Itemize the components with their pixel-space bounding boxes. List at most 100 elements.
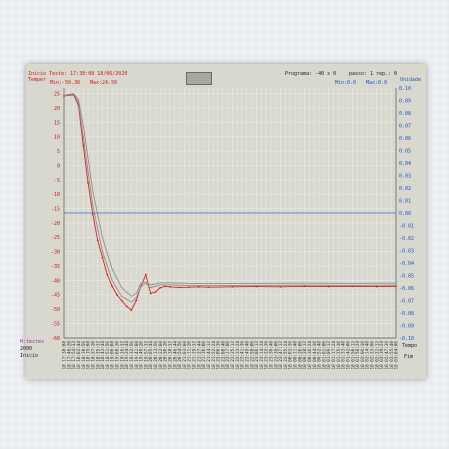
x-tick-label: 18 23:22:36 — [264, 341, 270, 370]
y-right-tick-label: 0.06 — [399, 136, 411, 142]
y-left-tick-label: 0 — [57, 163, 60, 169]
x-tick-label: 18 19:08:20 — [115, 341, 121, 370]
x-tick-label: 18 02:14:48 — [365, 341, 371, 370]
x-tick-label: 18 22:17:00 — [225, 341, 231, 370]
x-tick-label: 18 21:44:12 — [206, 341, 212, 370]
x-tick-label: 18 00:44:36 — [312, 341, 318, 370]
x-tick-label: 18 20:38:32 — [167, 341, 173, 370]
y-left-tick-label: -30 — [51, 250, 60, 256]
x-tick-label: 18 19:32:56 — [129, 341, 135, 370]
x-tick-label: 18 23:14:24 — [259, 341, 265, 370]
left-axis-title: Temper — [28, 77, 47, 83]
x-tick-label: 18 00:20:00 — [297, 341, 303, 370]
data-point — [375, 285, 378, 288]
x-tick-label: 18 19:24:44 — [124, 341, 130, 370]
y-right-tick-label: -0.05 — [399, 273, 414, 279]
y-left-tick-label: 10 — [54, 135, 60, 141]
test-start-label: Inicio Teste: 17:38:08 18/06/2020 — [28, 71, 128, 77]
x-tick-label: 18 03:04:00 — [394, 341, 400, 370]
data-point — [303, 285, 306, 288]
x-tick-label: 18 22:33:24 — [235, 341, 241, 370]
x-tick-label: 18 23:30:48 — [268, 341, 274, 370]
end-label: Fim — [404, 354, 414, 360]
x-tick-label: 18 01:33:48 — [341, 341, 347, 370]
y-left-tick-label: 15 — [54, 120, 60, 126]
y-right-tick-label: 0.10 — [399, 86, 411, 92]
data-point — [125, 305, 128, 308]
x-tick-label: 18 02:47:36 — [384, 341, 390, 370]
data-point — [178, 286, 181, 289]
data-point — [395, 285, 397, 288]
bottom-label-2: 2000 — [20, 346, 33, 352]
x-tick-label: 18 22:25:12 — [230, 341, 236, 370]
bottom-label-3: Inicio — [20, 353, 39, 359]
x-tick-label: 18 02:06:36 — [360, 341, 366, 370]
y-left-tick-label: -25 — [51, 235, 60, 241]
min-right-label: Min:0.0 — [335, 80, 357, 86]
y-left-tick-label: -60 — [51, 336, 60, 342]
x-tick-label: 18 23:47:12 — [278, 341, 284, 370]
x-tick-label: 18 01:50:12 — [350, 341, 356, 370]
x-tick-label: 18 19:00:08 — [110, 341, 116, 370]
x-tick-label: 18 00:11:48 — [293, 341, 299, 370]
x-tick-label: 18 17:54:32 — [71, 341, 77, 370]
x-tick-label: 18 18:43:44 — [100, 341, 106, 370]
series-line-1 — [63, 93, 397, 303]
y-right-tick-label: 0.01 — [399, 198, 411, 204]
y-left-tick-label: -45 — [51, 293, 60, 299]
x-tick-label: 18 02:55:48 — [389, 341, 395, 370]
data-point — [111, 285, 114, 288]
y-right-tick-label: -0.09 — [399, 323, 414, 329]
data-point — [255, 285, 258, 288]
x-tick-label: 18 02:23:00 — [370, 341, 376, 370]
data-point — [159, 286, 162, 289]
min-left-label: Min:-50.36 — [50, 80, 81, 86]
y-right-tick-label: -0.01 — [399, 223, 414, 229]
y-right-tick-label: 0.08 — [399, 111, 411, 117]
rep-label: rep.: 0 — [376, 71, 398, 77]
x-tick-label: 18 20:46:44 — [172, 341, 178, 370]
x-tick-label: 18 20:05:44 — [148, 341, 154, 370]
x-tick-label: 18 23:06:12 — [254, 341, 260, 370]
data-point — [279, 285, 282, 288]
max-left-label: Max:24.56 — [90, 80, 118, 86]
data-point — [106, 273, 109, 276]
y-left-tick-label: 25 — [54, 92, 60, 98]
x-tick-label: 18 19:49:20 — [139, 341, 145, 370]
x-tick-label: 18 18:35:32 — [95, 341, 101, 370]
x-tick-label: 18 00:52:48 — [317, 341, 323, 370]
x-tick-label: 18 21:03:08 — [182, 341, 188, 370]
data-point — [164, 285, 166, 288]
x-tick-label: 18 00:36:24 — [307, 341, 313, 370]
y-right-tick-label: -0.06 — [399, 286, 414, 292]
data-point — [154, 291, 157, 293]
data-point — [188, 286, 191, 289]
data-point — [82, 144, 85, 147]
y-left-tick-label: -50 — [51, 307, 60, 313]
y-right-tick-label: -0.02 — [399, 236, 414, 242]
data-point — [135, 299, 138, 302]
x-tick-label: 18 20:13:56 — [153, 341, 159, 370]
x-tick-label: 18 18:19:08 — [86, 341, 92, 370]
data-point — [87, 181, 89, 184]
x-tick-label: 18 21:19:32 — [192, 341, 198, 370]
x-tick-label: 18 22:49:48 — [244, 341, 250, 370]
x-tick-label: 18 19:41:08 — [134, 341, 140, 370]
bottom-label-1: H:testes — [20, 339, 45, 345]
x-tick-label: 18 19:57:32 — [143, 341, 149, 370]
scroll-handle[interactable] — [186, 72, 212, 85]
data-point — [144, 273, 147, 276]
y-right-tick-label: 0.04 — [399, 161, 411, 167]
data-point — [96, 239, 99, 242]
x-tick-label: 18 01:58:24 — [355, 341, 361, 370]
data-point — [231, 285, 234, 288]
step-label: passo: 1 — [349, 71, 374, 77]
program-label: Programa: -40 x 0 — [285, 71, 337, 77]
x-tick-label: 18 18:27:20 — [90, 341, 96, 370]
x-tick-label: 18 01:01:00 — [321, 341, 327, 370]
data-point — [116, 293, 118, 296]
y-right-tick-label: 0.05 — [399, 148, 411, 154]
x-tick-label: 18 23:55:24 — [283, 341, 289, 370]
x-tick-label: 18 21:11:20 — [187, 341, 193, 370]
x-tick-label: 18 18:02:44 — [76, 341, 82, 370]
